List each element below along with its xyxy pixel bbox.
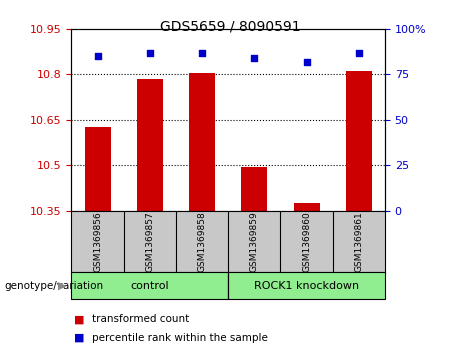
Text: genotype/variation: genotype/variation	[5, 281, 104, 291]
Bar	[137, 79, 163, 211]
Text: GSM1369861: GSM1369861	[355, 211, 363, 272]
Bar	[241, 167, 267, 211]
Text: GSM1369860: GSM1369860	[302, 211, 311, 272]
Point	[303, 59, 310, 65]
Point	[198, 50, 206, 56]
Point	[355, 50, 362, 56]
Bar	[84, 127, 111, 211]
Text: ■: ■	[74, 314, 84, 325]
Bar	[71, 272, 228, 299]
Text: percentile rank within the sample: percentile rank within the sample	[92, 333, 268, 343]
Point	[251, 55, 258, 61]
Text: GSM1369856: GSM1369856	[93, 211, 102, 272]
Text: ■: ■	[74, 333, 84, 343]
Text: GSM1369858: GSM1369858	[198, 211, 207, 272]
Bar	[228, 272, 385, 299]
Bar	[346, 72, 372, 211]
Point	[94, 53, 101, 59]
Bar	[189, 73, 215, 211]
Bar	[294, 203, 319, 211]
Text: ▶: ▶	[58, 281, 66, 291]
Text: GSM1369857: GSM1369857	[145, 211, 154, 272]
Text: GDS5659 / 8090591: GDS5659 / 8090591	[160, 20, 301, 34]
Text: transformed count: transformed count	[92, 314, 189, 325]
Point	[146, 50, 154, 56]
Text: ROCK1 knockdown: ROCK1 knockdown	[254, 281, 359, 291]
Text: control: control	[130, 281, 169, 291]
Text: GSM1369859: GSM1369859	[250, 211, 259, 272]
